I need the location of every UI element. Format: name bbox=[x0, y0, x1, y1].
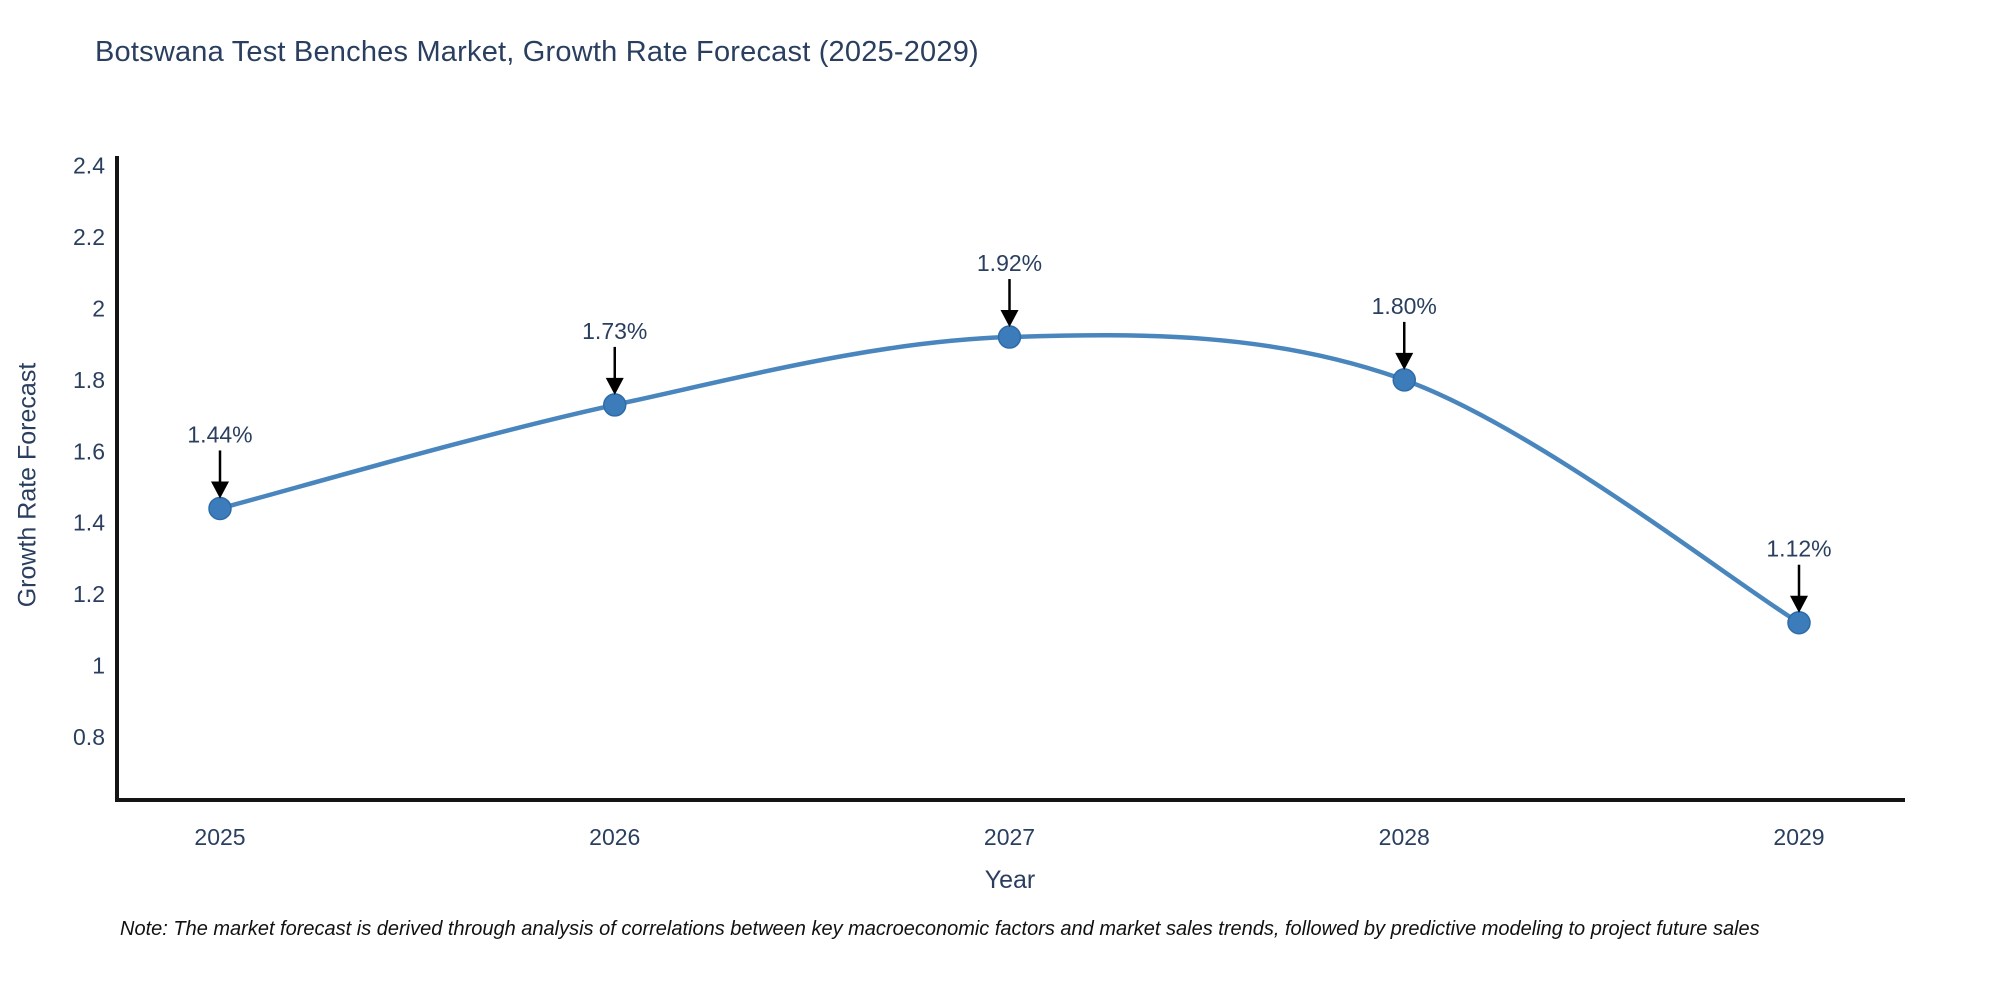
data-point-marker bbox=[1392, 368, 1416, 392]
x-tick-label: 2029 bbox=[1773, 824, 1824, 850]
annotation-label: 1.44% bbox=[187, 421, 252, 447]
data-point-marker bbox=[997, 325, 1022, 349]
data-point-marker bbox=[208, 496, 232, 521]
annotation-label: 1.12% bbox=[1766, 536, 1831, 562]
x-axis-title: Year bbox=[984, 866, 1036, 894]
annotation-arrow-head bbox=[1790, 595, 1808, 613]
annotation-label: 1.80% bbox=[1372, 293, 1437, 319]
y-tick-label: 2.2 bbox=[73, 224, 105, 250]
x-tick-label: 2026 bbox=[589, 824, 640, 850]
annotation-arrow-head bbox=[605, 377, 624, 395]
y-tick-label: 1 bbox=[92, 653, 105, 679]
x-tick-label: 2025 bbox=[194, 824, 245, 850]
annotation-label: 1.73% bbox=[582, 318, 647, 344]
y-tick-label: 0.8 bbox=[73, 724, 105, 750]
y-tick-label: 1.6 bbox=[73, 438, 105, 464]
annotation-label: 1.92% bbox=[977, 250, 1042, 276]
chart-title: Botswana Test Benches Market, Growth Rat… bbox=[95, 36, 979, 68]
y-axis-title: Growth Rate Forecast bbox=[13, 362, 42, 608]
annotation-arrow-head bbox=[1395, 352, 1414, 370]
forecast-line bbox=[217, 333, 1802, 625]
x-tick-label: 2028 bbox=[1379, 824, 1430, 850]
annotation-arrow-head bbox=[1000, 310, 1019, 328]
y-tick-label: 1.8 bbox=[73, 367, 105, 393]
data-point-marker bbox=[1787, 610, 1811, 635]
data-point-marker bbox=[603, 393, 627, 417]
y-tick-label: 1.4 bbox=[73, 510, 105, 536]
annotation-arrow-head bbox=[211, 481, 229, 499]
footnote: Note: The market forecast is derived thr… bbox=[120, 918, 1760, 940]
y-tick-label: 2 bbox=[92, 295, 105, 321]
y-tick-label: 2.4 bbox=[73, 153, 105, 179]
y-tick-label: 1.2 bbox=[73, 581, 105, 607]
x-tick-label: 2027 bbox=[984, 824, 1035, 850]
